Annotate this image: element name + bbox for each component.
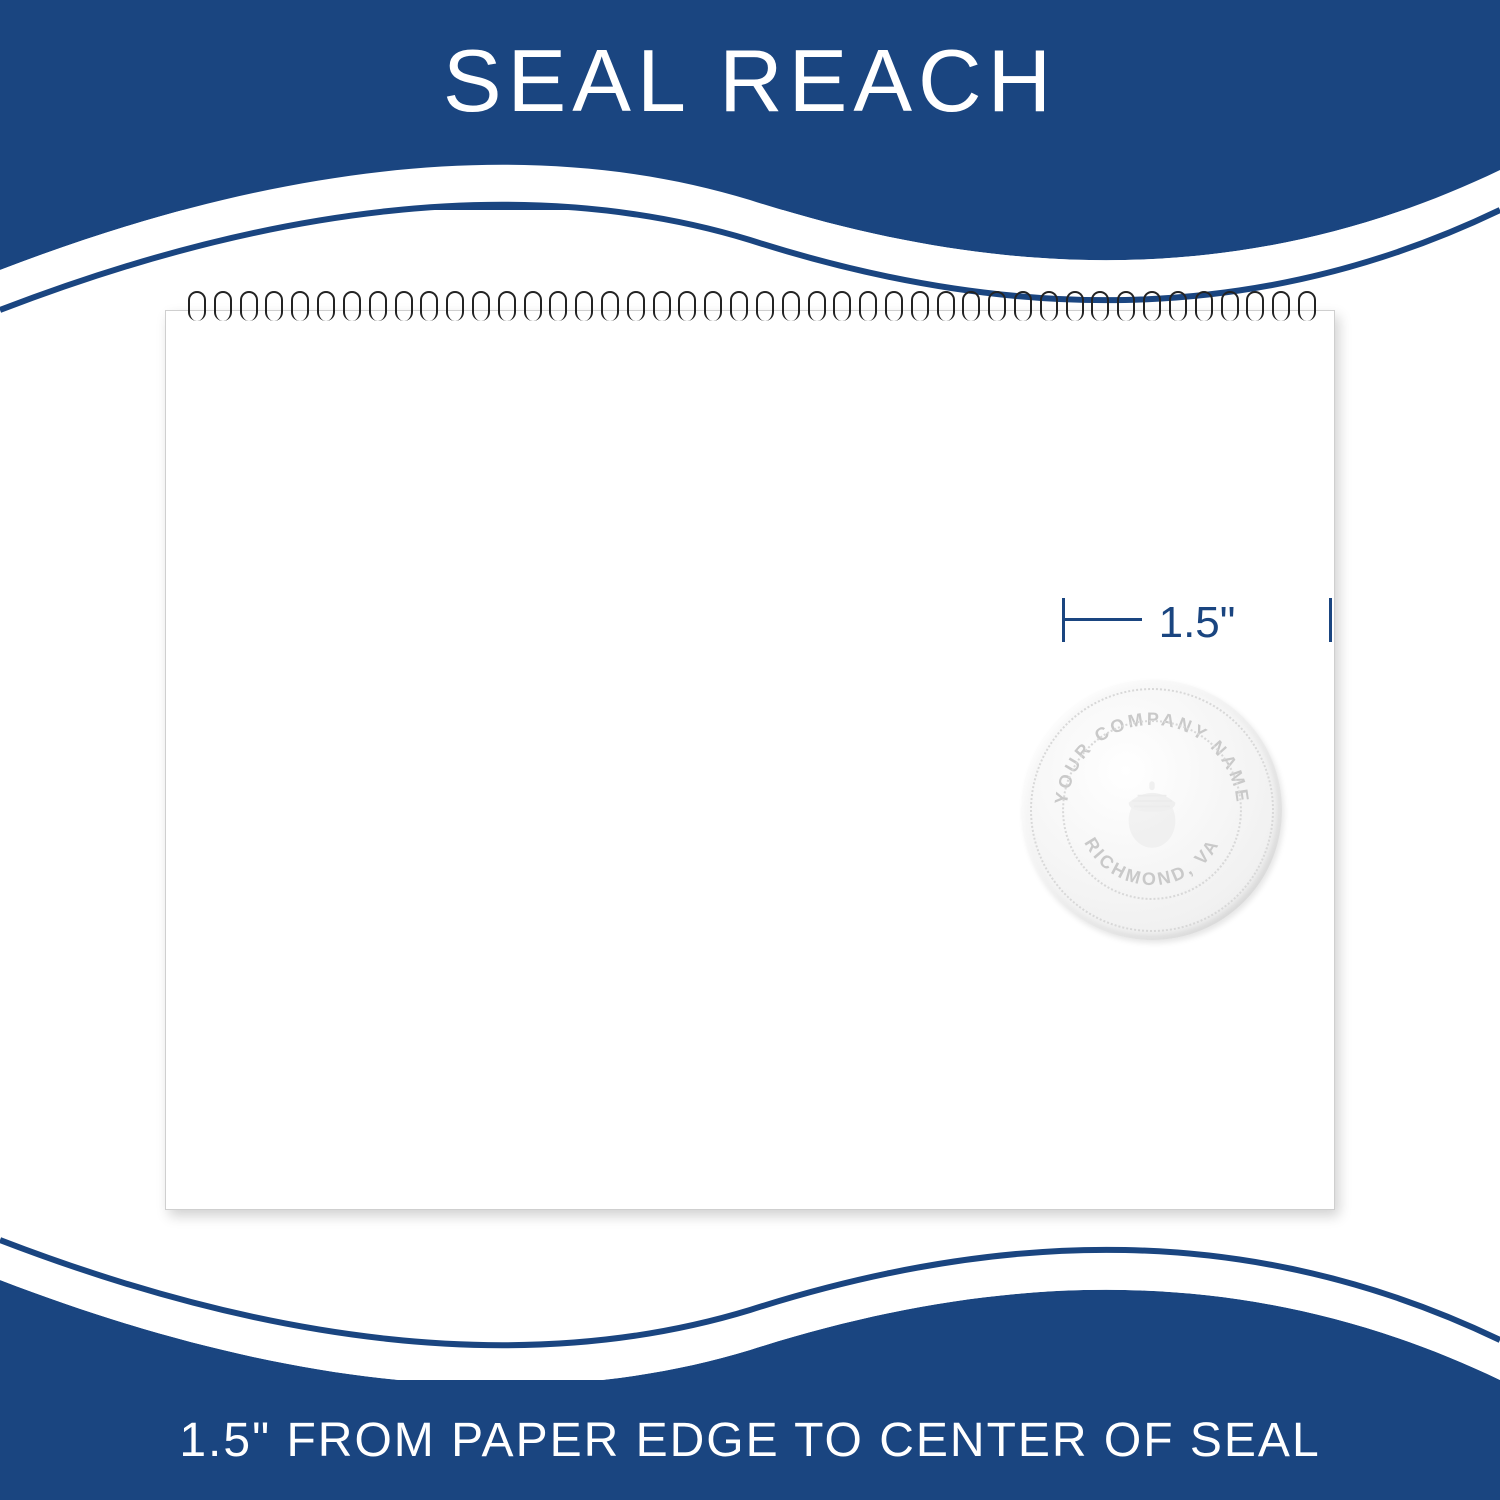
spiral-ring xyxy=(573,291,591,327)
spiral-ring xyxy=(702,291,720,327)
spiral-ring xyxy=(909,291,927,327)
spiral-ring xyxy=(651,291,669,327)
spiral-ring xyxy=(1064,291,1082,327)
spiral-ring xyxy=(1115,291,1133,327)
spiral-ring xyxy=(883,291,901,327)
spiral-ring xyxy=(547,291,565,327)
spiral-ring xyxy=(728,291,746,327)
spiral-ring xyxy=(1038,291,1056,327)
bottom-banner: 1.5" FROM PAPER EDGE TO CENTER OF SEAL xyxy=(0,1380,1500,1500)
spiral-ring xyxy=(315,291,333,327)
spiral-ring xyxy=(1296,291,1314,327)
spiral-ring xyxy=(1141,291,1159,327)
measure-label: 1.5" xyxy=(1062,598,1332,648)
spiral-ring xyxy=(960,291,978,327)
spiral-ring xyxy=(263,291,281,327)
spiral-ring xyxy=(780,291,798,327)
spiral-ring xyxy=(470,291,488,327)
spiral-ring xyxy=(1270,291,1288,327)
spiral-ring xyxy=(754,291,772,327)
spiral-ring xyxy=(289,291,307,327)
spiral-ring xyxy=(522,291,540,327)
spiral-ring xyxy=(238,291,256,327)
spiral-ring xyxy=(857,291,875,327)
spiral-ring xyxy=(212,291,230,327)
spiral-ring xyxy=(935,291,953,327)
spiral-ring xyxy=(676,291,694,327)
spiral-ring xyxy=(341,291,359,327)
spiral-ring xyxy=(496,291,514,327)
spiral-ring xyxy=(1089,291,1107,327)
acorn-icon xyxy=(1107,765,1197,855)
spiral-ring xyxy=(986,291,1004,327)
page-title: SEAL REACH xyxy=(0,30,1500,132)
spiral-ring xyxy=(599,291,617,327)
spiral-ring xyxy=(806,291,824,327)
spiral-ring xyxy=(1012,291,1030,327)
spiral-ring xyxy=(625,291,643,327)
measurement-indicator: 1.5" xyxy=(1062,590,1332,650)
spiral-ring xyxy=(1193,291,1211,327)
spiral-binding xyxy=(186,291,1314,331)
embossed-seal: YOUR COMPANY NAME RICHMOND, VA xyxy=(1022,680,1282,940)
measure-line-right xyxy=(1062,618,1142,621)
seal-inner-ring xyxy=(1062,720,1242,900)
spiral-ring xyxy=(1219,291,1237,327)
spiral-ring xyxy=(444,291,462,327)
spiral-ring xyxy=(831,291,849,327)
spiral-ring xyxy=(393,291,411,327)
spiral-ring xyxy=(1244,291,1262,327)
caption-text: 1.5" FROM PAPER EDGE TO CENTER OF SEAL xyxy=(179,1413,1320,1468)
spiral-ring xyxy=(367,291,385,327)
spiral-ring xyxy=(1167,291,1185,327)
spiral-ring xyxy=(186,291,204,327)
spiral-ring xyxy=(418,291,436,327)
measure-cap-right xyxy=(1329,598,1332,642)
